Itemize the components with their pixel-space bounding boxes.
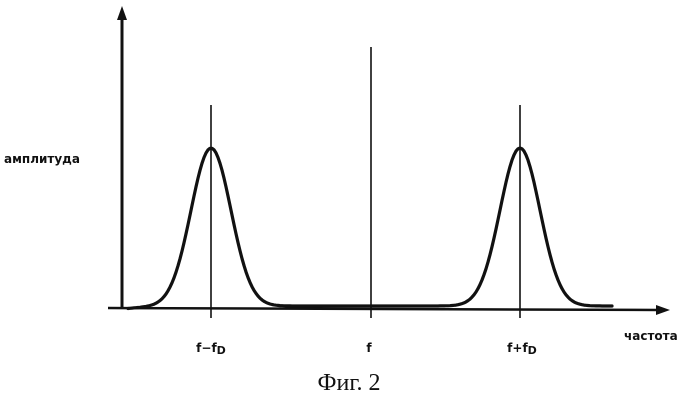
spectrum-curve [128,148,612,309]
tick-label-right: f+fD [507,341,537,357]
tick-label-left-main: f−f [196,341,217,355]
tick-label-left-sub: D [217,344,226,357]
x-axis-line [108,308,660,310]
tick-label-center-main: f [366,341,372,355]
x-axis-arrow [656,305,670,315]
tick-label-right-sub: D [528,344,537,357]
tick-label-right-main: f+f [507,341,528,355]
tick-label-center: f [366,341,372,355]
figure-caption: Фиг. 2 [318,370,381,396]
x-axis-label: частота [624,329,678,343]
tick-label-left: f−fD [196,341,226,357]
y-axis-arrow [117,6,127,20]
y-axis-label: амплитуда [4,152,80,166]
